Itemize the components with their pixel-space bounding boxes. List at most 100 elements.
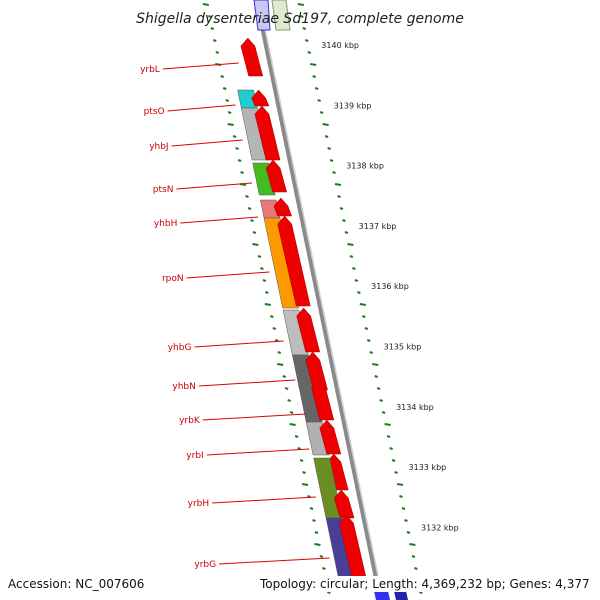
scale-tick (396, 483, 404, 486)
scale-tick (289, 411, 294, 414)
scale-label: 3139 kbp (334, 101, 372, 110)
scale-tick (207, 15, 212, 18)
scale-tick (391, 459, 396, 462)
accession-text: Accession: NC_007606 (6, 576, 147, 592)
scale-tick (364, 327, 369, 330)
gene-arrow-forward (333, 489, 355, 519)
scale-tick (359, 303, 366, 306)
scale-tick (299, 15, 304, 18)
scale-tick (319, 111, 324, 114)
scale-tick (215, 51, 220, 54)
gene-label-yrbI[interactable]: yrbI (186, 451, 203, 461)
scale-tick (361, 315, 366, 318)
scale-label: 3140 kbp (321, 41, 359, 50)
scale-tick (406, 531, 411, 534)
scale-tick (334, 183, 342, 186)
scale-tick (337, 195, 341, 198)
gene-label-yhbG[interactable]: yhbG (168, 343, 192, 353)
scale-tick (349, 255, 354, 258)
scale-tick (314, 531, 319, 534)
gene-arrow-forward (296, 307, 321, 353)
gene-label-ptsN[interactable]: ptsN (153, 185, 174, 195)
scale-tick (344, 231, 349, 234)
gene-label-yrbH[interactable]: yrbH (188, 499, 210, 509)
scale-tick (304, 39, 309, 42)
scale-tick (250, 219, 254, 222)
scale-tick (384, 423, 391, 426)
gene-labels-layer: yrbL ptsO yhbJ ptsN yhbH rpoN yhbG yhbN yrbK yrbI… (140, 62, 330, 570)
genome-backbone (254, 0, 384, 600)
gene-leader-line (176, 182, 253, 190)
scale-tick (202, 3, 209, 6)
scale-tick (282, 375, 287, 378)
scale-tick (376, 387, 381, 390)
scale-tick (235, 147, 239, 150)
scale-tick (232, 135, 237, 138)
gene-label-ptsO[interactable]: ptsO (144, 107, 165, 117)
scale-tick (225, 99, 229, 102)
scale-tick (339, 207, 344, 210)
gene-arrow-forward (240, 37, 264, 77)
scale-tick (404, 519, 408, 522)
scale-tick (284, 387, 289, 390)
scale-labels-layer: 3140 kbp 3139 kbp 3138 kbp 3137 kbp 3136 kbp… (321, 41, 458, 532)
gene-leader-line (180, 216, 259, 224)
scale-tick (287, 399, 291, 402)
scale-tick (329, 159, 334, 162)
gene-label-rpoN[interactable]: rpoN (162, 274, 184, 284)
scale-tick (372, 363, 379, 366)
gene-label-yrbG[interactable]: yrbG (194, 560, 216, 570)
genome-backbone-highlight (258, 0, 384, 600)
scale-tick (414, 567, 418, 570)
gene-arrow-forward (311, 379, 335, 421)
gene-leader-line (219, 557, 330, 565)
top-gene-fragment (253, 0, 271, 31)
scale-tick (411, 555, 416, 558)
scale-tick (269, 315, 274, 318)
gene-arrow-forward (273, 197, 292, 217)
scale-tick (307, 495, 311, 498)
scale-tick (386, 435, 391, 438)
scale-tick (312, 519, 316, 522)
scale-tick (401, 507, 406, 510)
scale-tick (277, 351, 282, 354)
scale-label: 3134 kbp (396, 403, 434, 412)
scale-tick (322, 567, 326, 570)
scale-tick (274, 339, 279, 342)
scale-tick (252, 243, 259, 246)
gene-arrow-forward (319, 419, 342, 455)
scale-tick (324, 135, 329, 138)
gene-arrow-forward (251, 89, 270, 107)
scale-label: 3137 kbp (359, 222, 397, 231)
gene-leader-line (171, 139, 243, 147)
scale-tick (220, 75, 225, 78)
scale-tick (301, 483, 309, 486)
scale-tick (399, 495, 403, 498)
gene-label-yrbK[interactable]: yrbK (179, 416, 201, 426)
scale-tick (312, 75, 317, 78)
gene-leader-line (194, 340, 284, 348)
scale-tick (245, 195, 249, 198)
scale-tick (354, 279, 359, 282)
scale-tick (379, 399, 383, 402)
scale-tick (322, 123, 329, 126)
gene-leader-line (198, 379, 296, 387)
gene-leader-line (167, 104, 236, 112)
scale-tick (307, 51, 312, 54)
gene-arrow-forward (277, 215, 311, 307)
scale-tick (332, 171, 336, 174)
scale-tick (366, 339, 371, 342)
scale-tick (260, 267, 264, 270)
gene-label-yrbL[interactable]: yrbL (140, 65, 160, 75)
scale-tick (419, 591, 423, 594)
gene-label-yhbN[interactable]: yhbN (172, 382, 195, 392)
scale-tick (252, 231, 257, 234)
gene-label-yhbJ[interactable]: yhbJ (149, 142, 168, 152)
scale-tick (327, 591, 331, 594)
scale-tick (369, 351, 374, 354)
gene-label-yhbH[interactable]: yhbH (154, 219, 178, 229)
scale-tick (294, 435, 299, 438)
scale-tick (317, 99, 321, 102)
scale-tick (264, 303, 271, 306)
